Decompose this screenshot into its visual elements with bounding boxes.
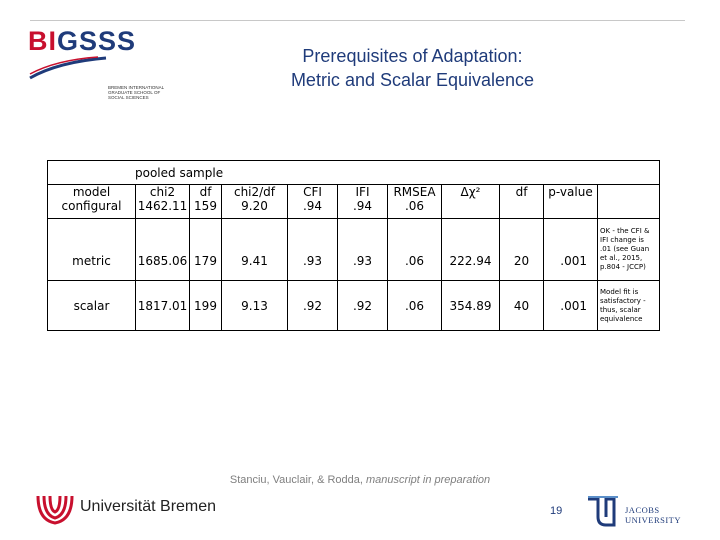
header-delta-chi2: Δχ² — [460, 185, 481, 199]
scalar-delta-chi2: 354.89 — [441, 280, 500, 331]
metric-delta-df: 20 — [499, 218, 544, 281]
configural-ifi: .94 — [352, 199, 373, 213]
bigsss-logo-subtitle: BREMEN INTERNATIONAL GRADUATE SCHOOL OF … — [108, 85, 165, 100]
configural-cfi: .94 — [302, 199, 323, 213]
configural-rmsea: .06 — [404, 199, 425, 213]
header-chi2df: chi2/df — [233, 185, 276, 199]
scalar-delta-df: 40 — [499, 280, 544, 331]
scalar-df: 199 — [189, 280, 222, 331]
citation-status: manuscript in preparation — [366, 474, 491, 486]
scalar-rmsea: .06 — [387, 280, 442, 331]
row-configural-cell: model configural — [47, 184, 136, 219]
page-number: 19 — [550, 505, 563, 517]
scalar-cfi: .92 — [287, 280, 338, 331]
group-label: pooled sample — [47, 160, 660, 185]
scalar-p-value: .001 — [543, 280, 598, 331]
slide-title-line1: Prerequisites of Adaptation: — [302, 46, 523, 66]
model-scalar: scalar — [47, 280, 136, 331]
scalar-chi2df: 9.13 — [221, 280, 288, 331]
metric-df: 179 — [189, 218, 222, 281]
table-row: metric 1685.06 179 9.41 .93 .93 .06 222.… — [47, 218, 660, 281]
jacobs-university-name: JACOBS UNIVERSITY — [625, 505, 681, 525]
jacobs-name-line2: UNIVERSITY — [625, 515, 681, 525]
header-model: model — [72, 185, 111, 199]
university-bremen-logo-icon — [36, 495, 74, 525]
model-configural: configural — [61, 199, 122, 213]
table-row: scalar 1817.01 199 9.13 .92 .92 .06 354.… — [47, 280, 660, 331]
metric-p-value: .001 — [543, 218, 598, 281]
citation-authors: Stanciu, Vauclair, & Rodda, — [229, 474, 367, 486]
citation: Stanciu, Vauclair, & Rodda, manuscript i… — [160, 474, 560, 486]
metric-cfi: .93 — [287, 218, 338, 281]
jacobs-name-line1: JACOBS — [625, 505, 660, 515]
metric-ifi: .93 — [337, 218, 388, 281]
bigsss-swoosh-icon — [29, 56, 107, 80]
university-name: Universität Bremen — [80, 498, 217, 515]
jacobs-university-logo-icon — [588, 496, 618, 527]
scalar-chi2: 1817.01 — [135, 280, 190, 331]
metric-rmsea: .06 — [387, 218, 442, 281]
configural-chi2: 1462.11 — [137, 199, 188, 213]
slide-title: Prerequisites of Adaptation: Metric and … — [235, 44, 590, 92]
metric-chi2: 1685.06 — [135, 218, 190, 281]
metric-chi2df: 9.41 — [221, 218, 288, 281]
header-cfi: CFI — [303, 185, 322, 199]
scalar-note: Model fit is satisfactory - thus, scalar… — [597, 280, 660, 331]
header-ifi: IFI — [355, 185, 370, 199]
metric-note: OK - the CFI & IFI change is .01 (see Gu… — [597, 218, 660, 281]
bigsss-logo-rest: GSSS — [57, 26, 137, 56]
header-rmsea: RMSEA — [393, 185, 436, 199]
configural-df: 159 — [194, 199, 217, 213]
model-metric: metric — [47, 218, 136, 281]
top-divider — [30, 20, 685, 21]
scalar-ifi: .92 — [337, 280, 388, 331]
bigsss-logo: BIGSSS BREMEN INTERNATIONAL GRADUATE SCH… — [28, 26, 164, 101]
header-p-value: p-value — [548, 185, 593, 199]
slide-title-line2: Metric and Scalar Equivalence — [290, 70, 535, 90]
bigsss-logo-b: BI — [28, 26, 57, 56]
header-df: df — [199, 185, 212, 199]
header-delta-df: df — [515, 185, 528, 199]
results-table: pooled sample model configural chi2 1462.1… — [47, 160, 660, 331]
configural-chi2df: 9.20 — [241, 199, 268, 213]
header-chi2: chi2 — [149, 185, 176, 199]
metric-delta-chi2: 222.94 — [441, 218, 500, 281]
